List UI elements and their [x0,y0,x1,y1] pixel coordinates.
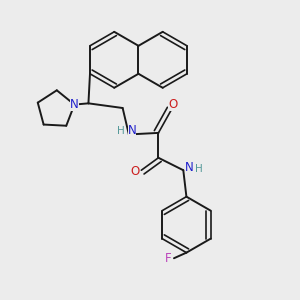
Text: H: H [117,126,125,136]
Text: F: F [165,252,172,266]
Text: O: O [130,165,140,178]
Text: N: N [70,98,79,111]
Text: H: H [195,164,203,174]
Text: O: O [168,98,177,111]
Text: N: N [128,124,136,137]
Text: N: N [184,160,193,174]
